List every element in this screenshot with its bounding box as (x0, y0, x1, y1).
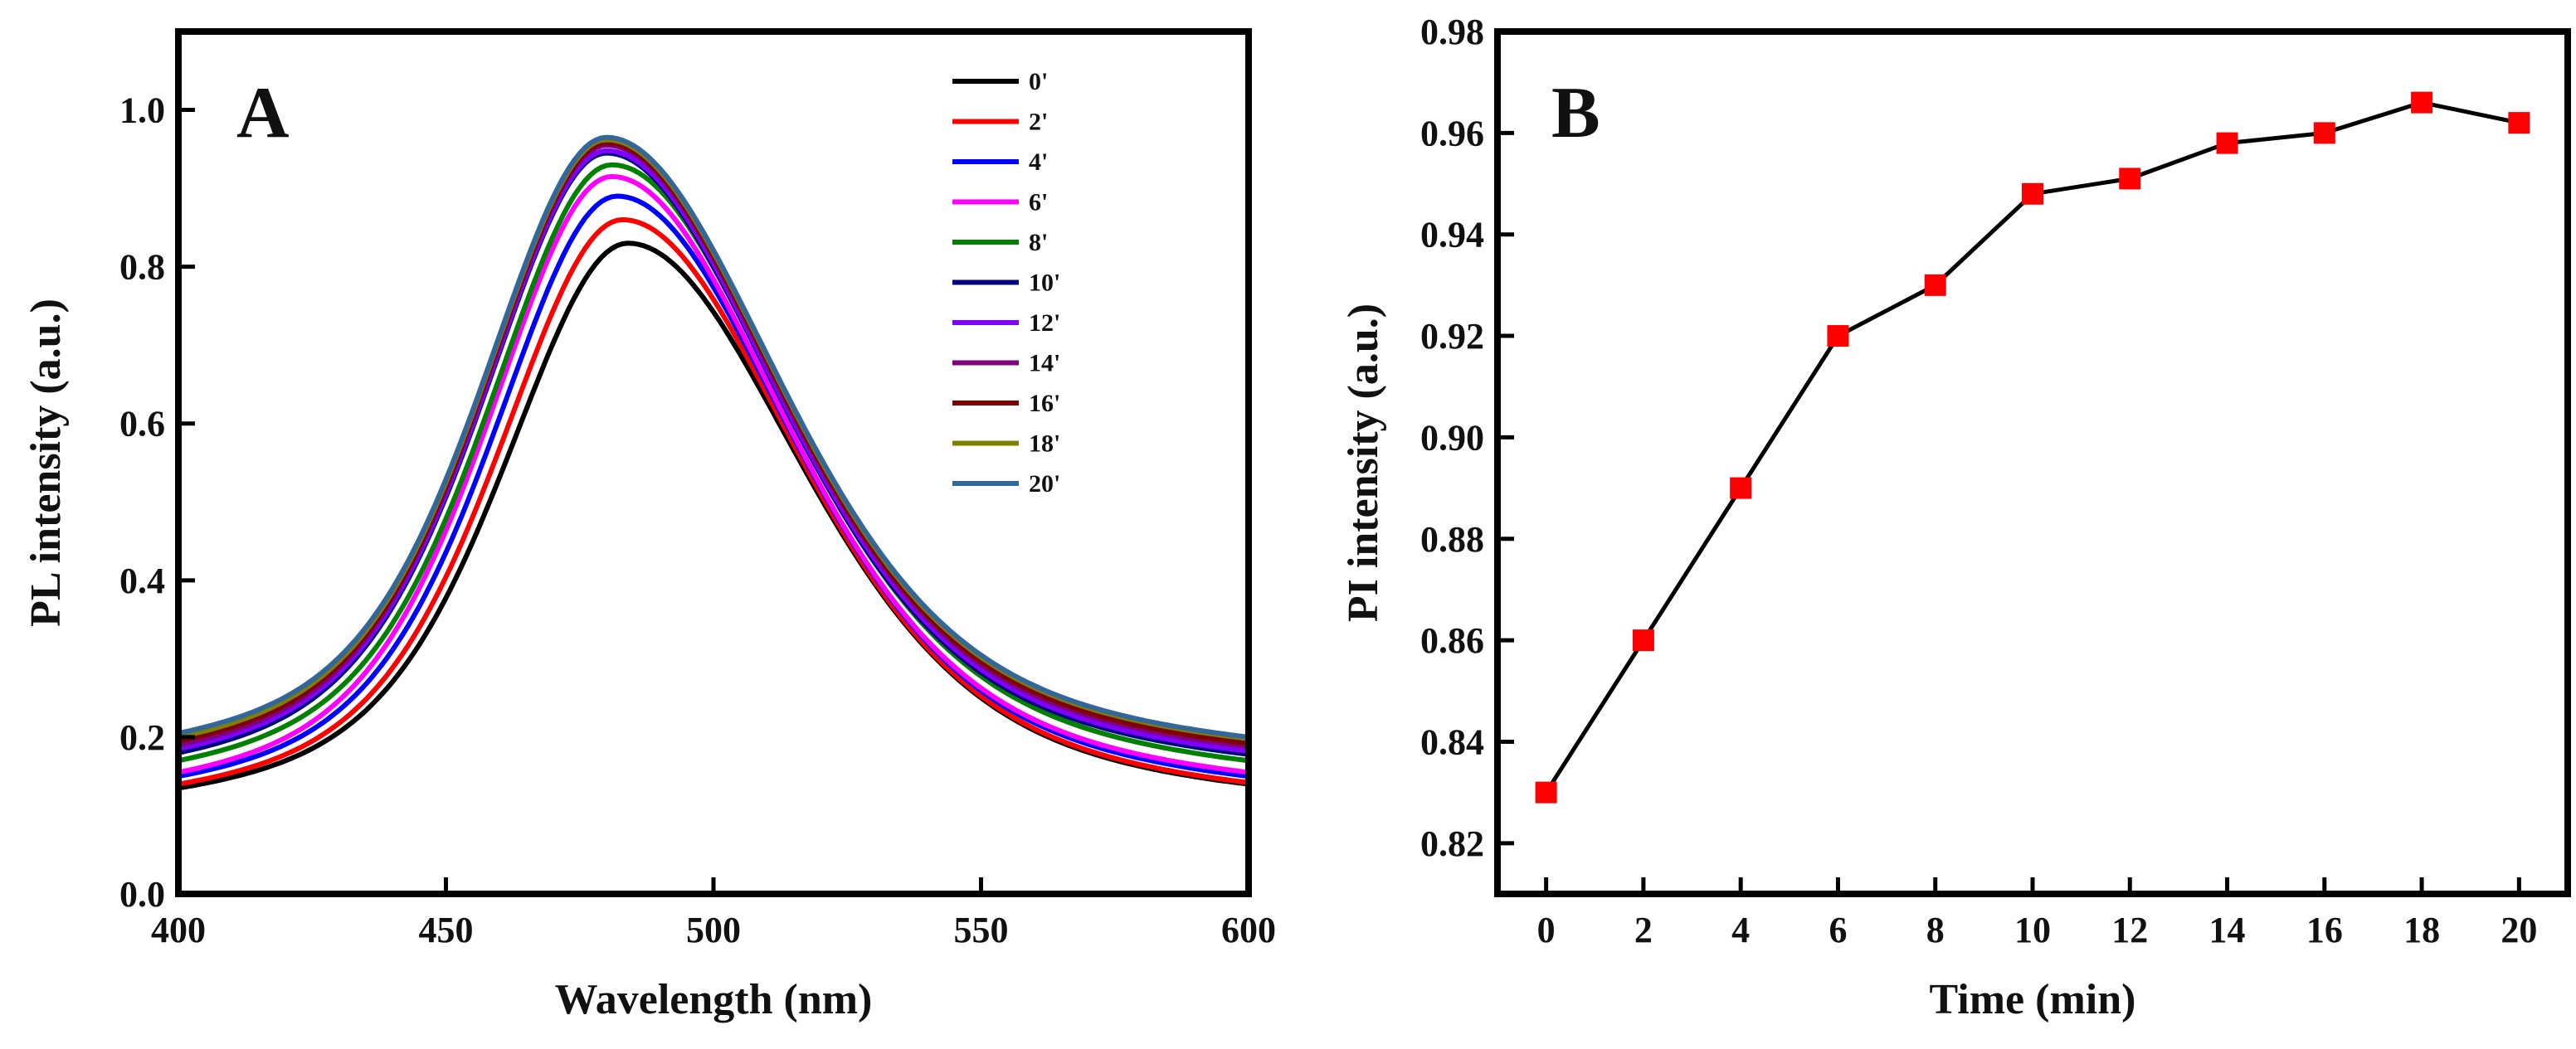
y-tick-label: 0.86 (1420, 620, 1484, 661)
data-point-marker (1730, 477, 1752, 499)
panel-b-x-axis-title: Time (min) (1930, 976, 2136, 1023)
x-tick-label: 550 (954, 910, 1009, 950)
legend-label: 16' (1029, 390, 1060, 417)
panel-b-y-axis-title: PI intensity (a.u.) (1340, 304, 1387, 622)
panel-a-x-axis-title: Wavelength (nm) (555, 976, 873, 1023)
panel-a-y-ticks: 0.0 0.2 0.4 0.6 0.8 1.0 (119, 90, 195, 915)
y-tick-label: 0.8 (119, 247, 165, 288)
y-tick-label: 0.92 (1420, 316, 1484, 357)
panel-b-x-ticks: 0 2 4 6 8 10 12 14 16 18 20 (1537, 877, 2537, 950)
data-point-marker (1827, 325, 1849, 347)
x-tick-label: 12 (2111, 910, 2148, 950)
y-tick-label: 0.2 (119, 717, 165, 758)
panel-a-y-axis-title: PL intensity (a.u.) (22, 299, 70, 627)
panel-a-x-ticks: 400 450 500 550 600 (151, 877, 1276, 950)
panel-b: B 0 2 4 6 8 10 12 14 16 18 20 0.82 0.84 0.86 0.88 0.90… (1340, 12, 2571, 1023)
data-point-marker (2119, 168, 2141, 190)
legend-label: 0' (1029, 68, 1048, 95)
y-tick-label: 0.94 (1420, 215, 1484, 255)
x-tick-label: 400 (151, 910, 206, 950)
legend-label: 18' (1029, 430, 1060, 458)
x-tick-label: 8 (1926, 910, 1945, 950)
x-tick-label: 20 (2501, 910, 2537, 950)
y-tick-label: 0.96 (1420, 113, 1484, 153)
panel-a: A 400 450 500 550 600 0.0 0.2 0.4 0.6 0.8 1.0 Wav… (22, 28, 1276, 1023)
spectrum-line-3 (178, 173, 1249, 775)
y-tick-label: 0.88 (1420, 519, 1484, 560)
x-tick-label: 500 (686, 910, 741, 950)
spectrum-line-10 (178, 134, 1249, 740)
data-point-marker (2411, 91, 2433, 114)
y-tick-label: 0.82 (1420, 823, 1484, 864)
x-tick-label: 4 (1731, 910, 1750, 950)
panel-b-frame (1494, 28, 2571, 897)
legend-label: 2' (1029, 109, 1048, 136)
x-tick-label: 16 (2306, 910, 2343, 950)
legend-label: 6' (1029, 189, 1048, 216)
y-tick-label: 0.4 (119, 561, 165, 601)
data-point-marker (1535, 781, 1557, 804)
spectrum-line-2 (178, 193, 1249, 779)
panel-a-plot-area (178, 134, 1249, 791)
legend-label: 20' (1029, 470, 1060, 498)
data-point-marker (2508, 112, 2530, 134)
spectrum-line-9 (178, 137, 1249, 741)
legend-label: 14' (1029, 350, 1060, 377)
panel-a-legend: 0' 2' 4' 6' 8' 10' 12' 14' 16' 18' 20' (952, 68, 1060, 498)
y-tick-label: 1.0 (119, 90, 165, 131)
x-tick-label: 10 (2014, 910, 2051, 950)
data-point-marker (1632, 629, 1654, 652)
x-tick-label: 450 (419, 910, 474, 950)
data-point-marker (2022, 182, 2043, 205)
panel-a-label: A (236, 73, 290, 153)
x-tick-label: 600 (1221, 910, 1276, 950)
panel-b-y-ticks: 0.82 0.84 0.86 0.88 0.90 0.92 0.94 0.96 0.98 (1420, 12, 1514, 864)
x-tick-label: 18 (2403, 910, 2440, 950)
legend-label: 10' (1029, 270, 1060, 297)
panel-a-frame (175, 28, 1252, 897)
x-tick-label: 14 (2209, 910, 2246, 950)
legend-label: 12' (1029, 309, 1060, 337)
y-tick-label: 0.98 (1420, 12, 1484, 52)
spectrum-line-6 (178, 148, 1249, 754)
y-tick-label: 0.84 (1420, 721, 1484, 762)
y-tick-label: 0.90 (1420, 417, 1484, 458)
data-point-marker (1924, 274, 1946, 296)
spectrum-line-8 (178, 140, 1249, 746)
data-point-marker (2313, 122, 2335, 144)
x-tick-label: 0 (1537, 910, 1556, 950)
y-tick-label: 0.0 (119, 874, 165, 915)
panel-b-plot-area (1535, 91, 2530, 804)
series-line (1544, 100, 2520, 794)
x-tick-label: 6 (1829, 910, 1847, 950)
legend-label: 4' (1029, 148, 1048, 176)
legend-label: 8' (1029, 229, 1048, 256)
x-tick-label: 2 (1634, 910, 1653, 950)
panel-b-label: B (1551, 73, 1600, 153)
data-point-marker (2216, 132, 2238, 154)
spectrum-line-1 (178, 216, 1249, 787)
y-tick-label: 0.6 (119, 404, 165, 444)
